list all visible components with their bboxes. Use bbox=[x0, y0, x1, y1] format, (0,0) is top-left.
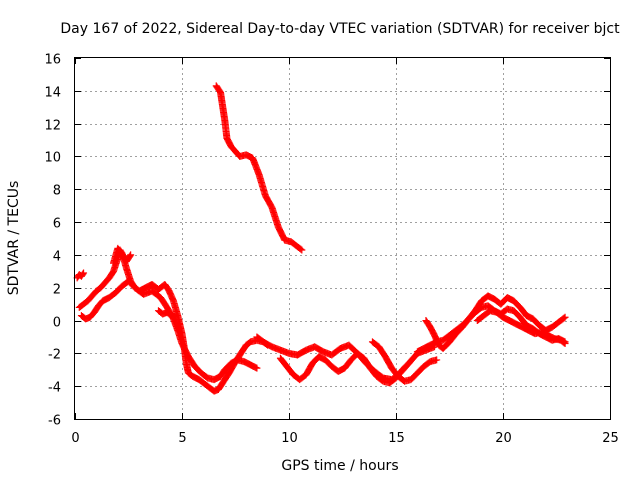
x-tick-label: 25 bbox=[602, 431, 619, 446]
data-point bbox=[126, 252, 134, 260]
series-satellite-track-5 bbox=[154, 307, 180, 321]
series-satellite-track-3 bbox=[110, 244, 135, 267]
x-tick-label: 5 bbox=[178, 431, 186, 446]
series-satellite-track-9 bbox=[368, 338, 441, 385]
y-tick-label: 12 bbox=[44, 119, 61, 134]
series-satellite-track-8 bbox=[276, 349, 413, 387]
x-axis-label: GPS time / hours bbox=[281, 458, 398, 474]
data-point bbox=[405, 359, 413, 367]
data-point bbox=[297, 245, 305, 253]
series-satellite-track-10 bbox=[422, 292, 569, 352]
y-tick-label: 14 bbox=[44, 86, 61, 101]
y-tick-label: 6 bbox=[53, 217, 61, 232]
plot-frame bbox=[74, 57, 611, 420]
data-point bbox=[560, 339, 568, 347]
data-point bbox=[172, 313, 180, 321]
x-tick-label: 20 bbox=[495, 431, 512, 446]
data-point bbox=[79, 270, 87, 278]
axis-ticks: -6 -4 -2 0 2 4 6 8 10 12 14 16 0 5 10 15 20 25 bbox=[44, 53, 618, 447]
y-tick-label: -4 bbox=[48, 381, 61, 396]
x-tick-label: 10 bbox=[281, 431, 298, 446]
data-point bbox=[404, 360, 412, 368]
data-point bbox=[561, 340, 569, 348]
chart-title: Day 167 of 2022, Sidereal Day-to-day VTE… bbox=[60, 21, 620, 37]
data-point bbox=[253, 364, 261, 372]
y-tick-label: -2 bbox=[48, 348, 61, 363]
x-tick-label: 15 bbox=[388, 431, 405, 446]
data-point bbox=[433, 356, 441, 364]
y-tick-label: 2 bbox=[53, 283, 61, 298]
y-tick-label: 0 bbox=[53, 316, 61, 331]
y-tick-label: -6 bbox=[48, 414, 61, 429]
data-points bbox=[73, 82, 569, 395]
grid bbox=[75, 58, 610, 419]
y-tick-label: 8 bbox=[53, 184, 61, 199]
data-point bbox=[80, 269, 88, 277]
data-point bbox=[561, 313, 569, 321]
x-tick-label: 0 bbox=[71, 431, 79, 446]
y-tick-label: 4 bbox=[53, 250, 61, 265]
series-satellite-track-4 bbox=[73, 269, 88, 282]
y-tick-label: 10 bbox=[44, 151, 61, 166]
series-satellite-track-6 bbox=[212, 82, 306, 254]
y-axis-label: SDTVAR / TECUs bbox=[6, 181, 22, 296]
data-point bbox=[560, 314, 568, 322]
series-satellite-track-12 bbox=[473, 307, 569, 348]
data-point bbox=[298, 246, 306, 254]
y-tick-label: 16 bbox=[44, 53, 61, 68]
data-point bbox=[127, 251, 135, 259]
